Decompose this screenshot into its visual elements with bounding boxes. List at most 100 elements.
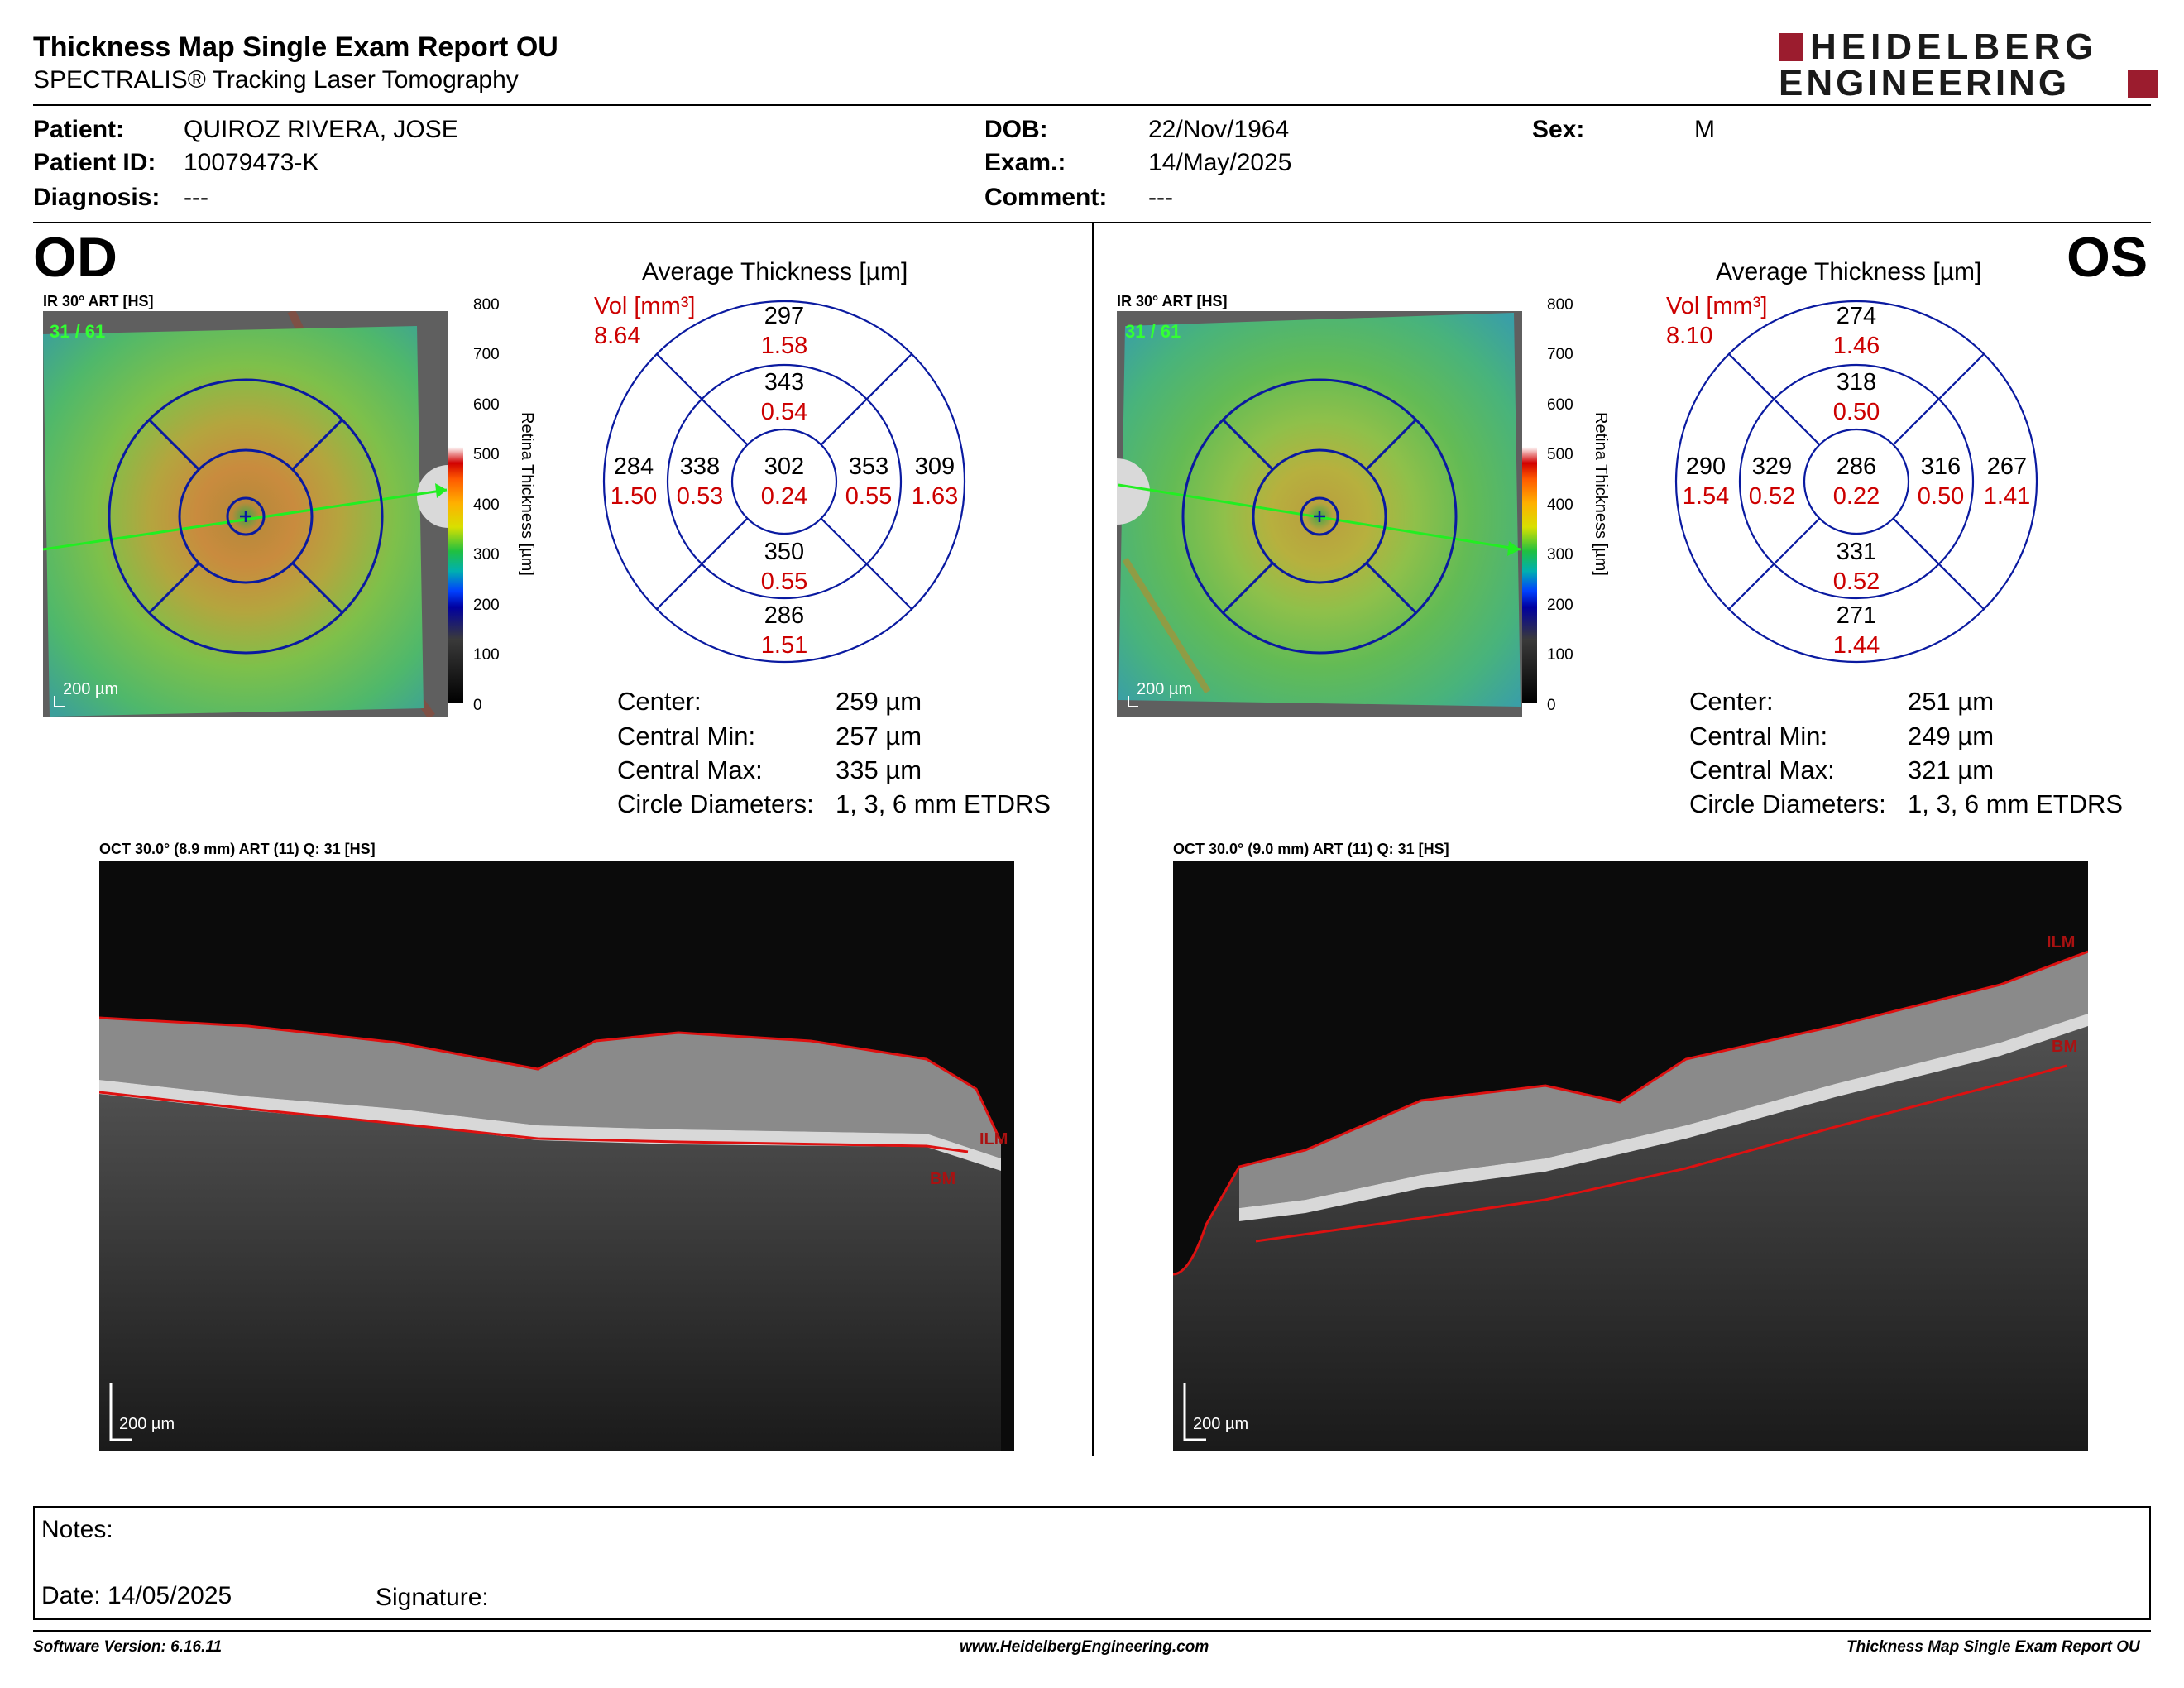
od-outer-inf-thickness: 286 (764, 602, 804, 629)
od-stat-label: Central Min: (617, 722, 756, 750)
os-stat-label: Central Max: (1689, 755, 1835, 784)
od-stat-value: 259 µm (836, 687, 922, 716)
od-inner-inf-volume: 0.55 (761, 568, 807, 595)
logo-line-2: ENGINEERING (1779, 63, 2071, 103)
dob-value: 22/Nov/1964 (1148, 116, 1290, 143)
footer-website-link[interactable]: www.HeidelbergEngineering.com (960, 1638, 1209, 1656)
scale-tick: 200 (473, 597, 500, 614)
logo-square-icon (2128, 70, 2158, 98)
od-stat-label: Circle Diameters: (617, 789, 814, 818)
os-ir-thickness-map (1117, 311, 1522, 717)
os-oct-ilm-label: ILM (2047, 933, 2076, 952)
od-scale-title: Retina Thickness [µm] (518, 412, 536, 576)
scale-tick: 0 (473, 697, 482, 714)
heidelberg-logo: HEIDELBERG ENGINEERING (1779, 26, 2159, 103)
od-scale-ticks: 800 700 600 500 400 300 200 100 0 (465, 296, 515, 714)
scale-tick: 700 (1547, 346, 1573, 363)
os-outer-sup-thickness: 274 (1837, 303, 1876, 329)
od-outer-right-thickness: 309 (915, 453, 955, 480)
od-outer-left-thickness: 284 (614, 453, 654, 480)
os-stat-value: 251 µm (1908, 687, 1995, 716)
sex-label: Sex: (1532, 116, 1585, 143)
center-divider (1092, 223, 1094, 1456)
os-outer-sup-volume: 1.46 (1833, 333, 1880, 359)
os-stat-label: Circle Diameters: (1689, 789, 1886, 818)
os-inner-sup-volume: 0.50 (1833, 399, 1880, 425)
os-stat-value: 321 µm (1908, 755, 1995, 784)
od-oct-title: OCT 30.0° (8.9 mm) ART (11) Q: 31 [HS] (99, 841, 376, 857)
report-subtitle: SPECTRALIS® Tracking Laser Tomography (33, 66, 519, 94)
os-inner-left-thickness: 329 (1752, 453, 1792, 480)
os-center-volume: 0.22 (1833, 483, 1880, 510)
od-inner-right-thickness: 353 (849, 453, 888, 480)
logo-line-1: HEIDELBERG (1810, 26, 2099, 67)
scale-tick: 800 (1547, 296, 1573, 314)
os-scale-ticks: 800 700 600 500 400 300 200 100 0 (1539, 296, 1588, 714)
patient-name: QUIROZ RIVERA, JOSE (184, 116, 458, 143)
os-inner-right-volume: 0.50 (1918, 483, 1964, 510)
exam-label: Exam.: (984, 149, 1066, 176)
os-outer-inf-thickness: 271 (1837, 602, 1876, 629)
od-etdrs-grid: 297 1.58 343 0.54 302 0.24 338 0.53 353 … (602, 300, 966, 664)
os-stat-label: Central Min: (1689, 722, 1828, 750)
notes-label: Notes: (41, 1516, 113, 1543)
patient-id: 10079473-K (184, 149, 319, 176)
od-scale-bar (448, 303, 463, 703)
os-ir-title: IR 30° ART [HS] (1117, 293, 1228, 309)
od-stat-label: Center: (617, 687, 702, 716)
signature-label: Signature: (376, 1584, 489, 1611)
scale-tick: 400 (1547, 496, 1573, 514)
os-center-thickness: 286 (1837, 453, 1876, 480)
notes-box[interactable]: Notes: Date: 14/05/2025 Signature: (33, 1506, 2151, 1620)
od-outer-sup-thickness: 297 (764, 303, 804, 329)
os-oct-scalebar: 200 µm (1193, 1415, 1249, 1433)
date-label: Date: 14/05/2025 (41, 1582, 232, 1609)
patient-label: Patient: (33, 116, 125, 143)
od-stat-value: 257 µm (836, 722, 922, 750)
od-outer-right-volume: 1.63 (912, 483, 958, 510)
od-oct-bm-label: BM (930, 1170, 956, 1188)
od-center-volume: 0.24 (761, 483, 807, 510)
dob-label: DOB: (984, 116, 1048, 143)
exam-value: 14/May/2025 (1148, 149, 1292, 176)
scale-tick: 100 (1547, 646, 1573, 664)
os-outer-right-thickness: 267 (1987, 453, 2027, 480)
os-outer-right-volume: 1.41 (1984, 483, 2030, 510)
footer-divider (33, 1630, 2151, 1632)
scale-tick: 600 (1547, 396, 1573, 414)
diagnosis-label: Diagnosis: (33, 184, 160, 211)
od-ir-counter: 31 / 61 (50, 321, 106, 342)
os-outer-left-thickness: 290 (1686, 453, 1726, 480)
os-inner-inf-volume: 0.52 (1833, 568, 1880, 595)
scale-tick: 0 (1547, 697, 1556, 714)
os-stat-value: 1, 3, 6 mm ETDRS (1908, 789, 2124, 818)
od-oct-ilm-label: ILM (979, 1130, 1008, 1149)
logo-square-icon (1779, 33, 1803, 61)
os-scale-title: Retina Thickness [µm] (1592, 412, 1610, 576)
os-ir-counter: 31 / 61 (1125, 321, 1181, 342)
os-oct-title: OCT 30.0° (9.0 mm) ART (11) Q: 31 [HS] (1173, 841, 1449, 857)
od-outer-left-volume: 1.50 (611, 483, 657, 510)
diagnosis-value: --- (184, 184, 208, 211)
scale-tick: 700 (473, 346, 500, 363)
od-inner-inf-thickness: 350 (764, 539, 804, 565)
od-ir-thickness-map (43, 311, 448, 717)
od-inner-left-thickness: 338 (680, 453, 720, 480)
od-stat-value: 335 µm (836, 755, 922, 784)
od-vol-total: 8.64 (594, 323, 641, 349)
od-inner-sup-thickness: 343 (764, 369, 804, 396)
od-stat-label: Central Max: (617, 755, 763, 784)
scale-tick: 500 (1547, 446, 1573, 463)
os-stat-value: 249 µm (1908, 722, 1995, 750)
os-vol-total: 8.10 (1666, 323, 1713, 349)
os-etdrs-grid: 274 1.46 318 0.50 286 0.22 329 0.52 316 … (1674, 300, 2038, 664)
os-eye-label: OS (2067, 226, 2148, 289)
comment-label: Comment: (984, 184, 1108, 211)
scale-tick: 500 (473, 446, 500, 463)
os-inner-sup-thickness: 318 (1837, 369, 1876, 396)
report-title: Thickness Map Single Exam Report OU (33, 31, 558, 63)
od-etdrs-title: Average Thickness [µm] (642, 258, 908, 285)
footer-software-version: Software Version: 6.16.11 (33, 1638, 223, 1656)
od-inner-sup-volume: 0.54 (761, 399, 807, 425)
od-ir-title: IR 30° ART [HS] (43, 293, 154, 309)
